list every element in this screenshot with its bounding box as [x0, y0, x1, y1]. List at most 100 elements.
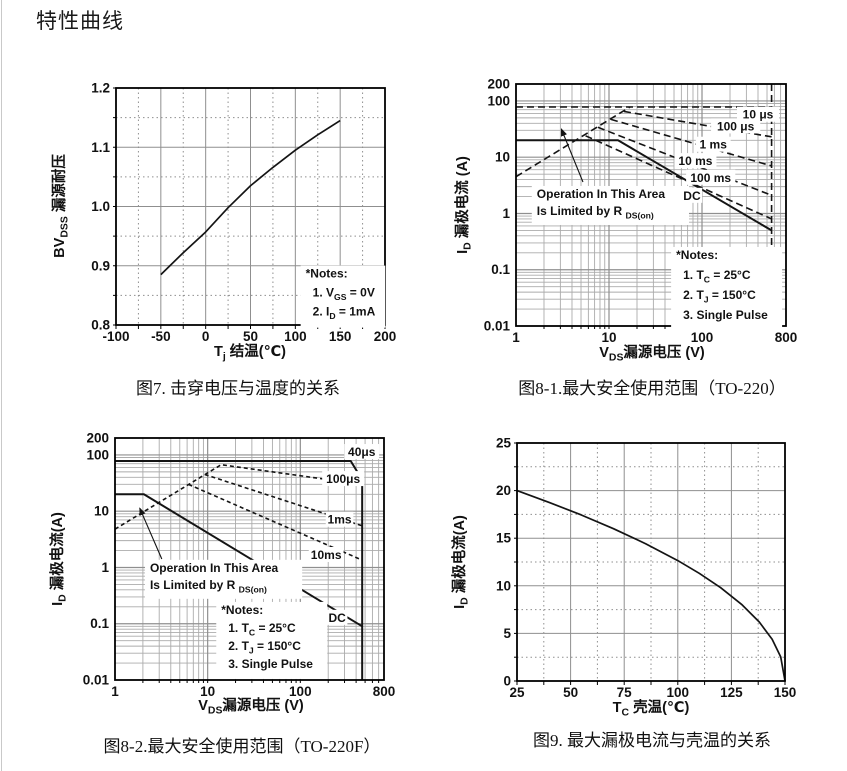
caption-fig7: 图7. 击穿电压与温度的关系 — [136, 379, 340, 398]
fig8_1-curve-label-2: 1 ms — [700, 138, 728, 152]
fig9-x-axis-title: TC 壳温(℃) — [613, 698, 690, 719]
fig8_2-plot-border — [114, 437, 385, 681]
fig8_2-curve-label-bg — [344, 444, 380, 460]
fig8_2-xtick-0: 1 — [111, 684, 119, 699]
fig8_1-area-label-bg — [531, 185, 689, 225]
fig7-ytick-3: 0.9 — [91, 258, 110, 273]
fig8_2-area-label-line-1: Is Limited by R DS(on) — [150, 578, 267, 595]
fig8_2-ytick-4: 0.1 — [90, 616, 109, 631]
fig8_2-curve-label-bg — [322, 471, 365, 487]
fig8_1-ytick-5: 0.01 — [484, 319, 511, 334]
fig8_2-xtick-2: 100 — [289, 684, 312, 699]
fig8_1-xtick-3: 800 — [775, 330, 798, 345]
fig7-notes-line-2: 2. ID = 1mA — [313, 305, 376, 322]
fig8_1-xtick-0: 1 — [512, 330, 520, 345]
fig7-xtick-0: -100 — [102, 329, 129, 344]
fig8_2-ytick-1: 100 — [86, 447, 109, 462]
chart-fig8_2: *Notes: 1. TC = 25°C2. TJ = 150°C3. Singl… — [48, 431, 395, 717]
fig8_2-curve-label-1: 100μs — [326, 472, 360, 486]
fig7-ytick-0: 1.2 — [91, 81, 110, 96]
fig8_1-ytick-2: 10 — [495, 150, 510, 165]
fig8_1-xtick-1: 10 — [601, 330, 616, 345]
fig7-ytick-1: 1.1 — [91, 140, 110, 155]
fig8_1-curve-label-1: 100 μs — [717, 119, 755, 133]
fig7-notes-bg — [300, 265, 386, 328]
fig9-ytick-2: 15 — [496, 531, 512, 546]
fig8_2-curve-label-3: 10ms — [311, 548, 342, 562]
fig8_2-curve-label-2: 1ms — [328, 513, 352, 527]
fig7-xtick-1: -50 — [151, 329, 171, 344]
fig8_1-curve-label-0: 10 μs — [743, 108, 774, 122]
chart-fig8_1: *Notes: 1. TC = 25°C 2. TJ = 150°C 3. Singl… — [453, 77, 797, 364]
fig8_1-xtick-2: 100 — [691, 330, 714, 345]
caption-fig9: 图9. 最大漏极电流与壳温的关系 — [533, 731, 771, 750]
fig8_1-ytick-0: 200 — [487, 77, 510, 92]
fig9-xtick-5: 150 — [774, 685, 797, 700]
fig8_1-ytick-4: 0.1 — [491, 262, 510, 277]
fig8_1-curve-label-3: 10 ms — [678, 154, 712, 168]
fig8_1-series-4 — [610, 118, 772, 167]
fig7-ytick-2: 1.0 — [91, 199, 110, 214]
fig8_1-curve-label-bg — [686, 169, 736, 185]
fig8_1-annotation-arrow — [560, 128, 584, 183]
fig7-notes-line-1: 1. VGS = 0V — [313, 286, 375, 303]
fig8_2-ytick-3: 1 — [101, 560, 109, 575]
fig7-xtick-2: 0 — [202, 329, 210, 344]
fig8_1-ytick-1: 100 — [487, 93, 510, 108]
fig8_1-notes-line-2: 2. TJ = 150°C — [683, 288, 756, 305]
fig8_2-notes-line-0: *Notes: — [221, 603, 263, 617]
fig7-y-axis-title: BVDSS 漏源耐压 — [50, 154, 71, 258]
fig8_2-curve-label-bg — [326, 609, 348, 625]
fig8_2-ytick-5: 0.01 — [83, 673, 110, 688]
fig8_1-curve-label-5: DC — [683, 189, 701, 203]
fig8_1-series-7 — [516, 139, 773, 232]
fig8_2-xtick-3: 800 — [373, 684, 396, 699]
page-title: 特性曲线 — [36, 9, 124, 33]
fig7-xtick-4: 100 — [284, 329, 307, 344]
fig8_1-notes-line-0: *Notes: — [676, 248, 718, 262]
fig8_1-area-label-line-1: Is Limited by R DS(on) — [537, 204, 654, 221]
fig9-ytick-0: 25 — [496, 436, 512, 451]
fig8_2-xtick-1: 10 — [200, 684, 215, 699]
fig9-y-axis-title: ID 漏极电流(A) — [450, 515, 471, 609]
fig8_1-x-axis-title: VDS漏源电压 (V) — [599, 343, 705, 364]
fig8_2-notes-bg — [216, 601, 328, 679]
fig7-notes-line-0: *Notes: — [306, 267, 348, 281]
fig9-ytick-4: 5 — [503, 626, 511, 641]
fig9-xtick-4: 125 — [720, 685, 743, 700]
fig8_1-notes-line-1: 1. TC = 25°C — [683, 268, 751, 285]
fig9-ytick-5: 0 — [503, 674, 511, 689]
fig8_1-curve-label-bg — [737, 106, 780, 122]
page-left-border — [1, 0, 2, 771]
fig8_2-ytick-0: 200 — [86, 431, 109, 446]
fig8_2-series-1 — [114, 463, 363, 530]
fig7-xtick-5: 150 — [329, 329, 352, 344]
fig8_1-plot-border — [515, 83, 787, 327]
fig8_2-curve-label-bg — [325, 511, 354, 527]
fig8_1-notes-line-3: 3. Single Pulse — [683, 308, 768, 322]
fig8_1-notes-bg — [671, 246, 783, 332]
fig9-xtick-0: 25 — [509, 685, 525, 700]
fig8_2-curve-label-0: 40μs — [348, 445, 376, 459]
fig8_2-series-0 — [115, 460, 364, 680]
fig8_2-notes-line-2: 2. TJ = 150°C — [228, 639, 301, 656]
fig9-ytick-3: 10 — [496, 578, 511, 593]
fig8_1-curve-label-bg — [695, 136, 731, 152]
fig9-xtick-2: 75 — [617, 685, 633, 700]
chart-fig7: *Notes: 1. VGS = 0V 2. ID = 1mA -100 -50 0 50 1… — [50, 81, 396, 363]
fig8_1-ytick-3: 1 — [502, 206, 510, 221]
fig8_2-notes-line-1: 1. TC = 25°C — [228, 621, 296, 638]
fig9-series-0 — [516, 489, 786, 682]
fig8_2-curve-label-4: DC — [329, 611, 347, 625]
fig9-xtick-3: 100 — [667, 685, 690, 700]
fig8_2-area-label-line-0: Operation In This Area — [150, 561, 279, 575]
fig8_2-notes-line-3: 3. Single Pulse — [228, 657, 313, 671]
fig8_1-series-2 — [515, 106, 631, 178]
fig7-series-0 — [160, 119, 341, 276]
fig8_2-x-axis-title: VDS漏源电压 (V) — [198, 696, 304, 717]
caption-fig8-1: 图8-1.最大安全使用范围（TO-220） — [518, 379, 786, 398]
fig8_1-curve-label-bg — [674, 153, 717, 169]
